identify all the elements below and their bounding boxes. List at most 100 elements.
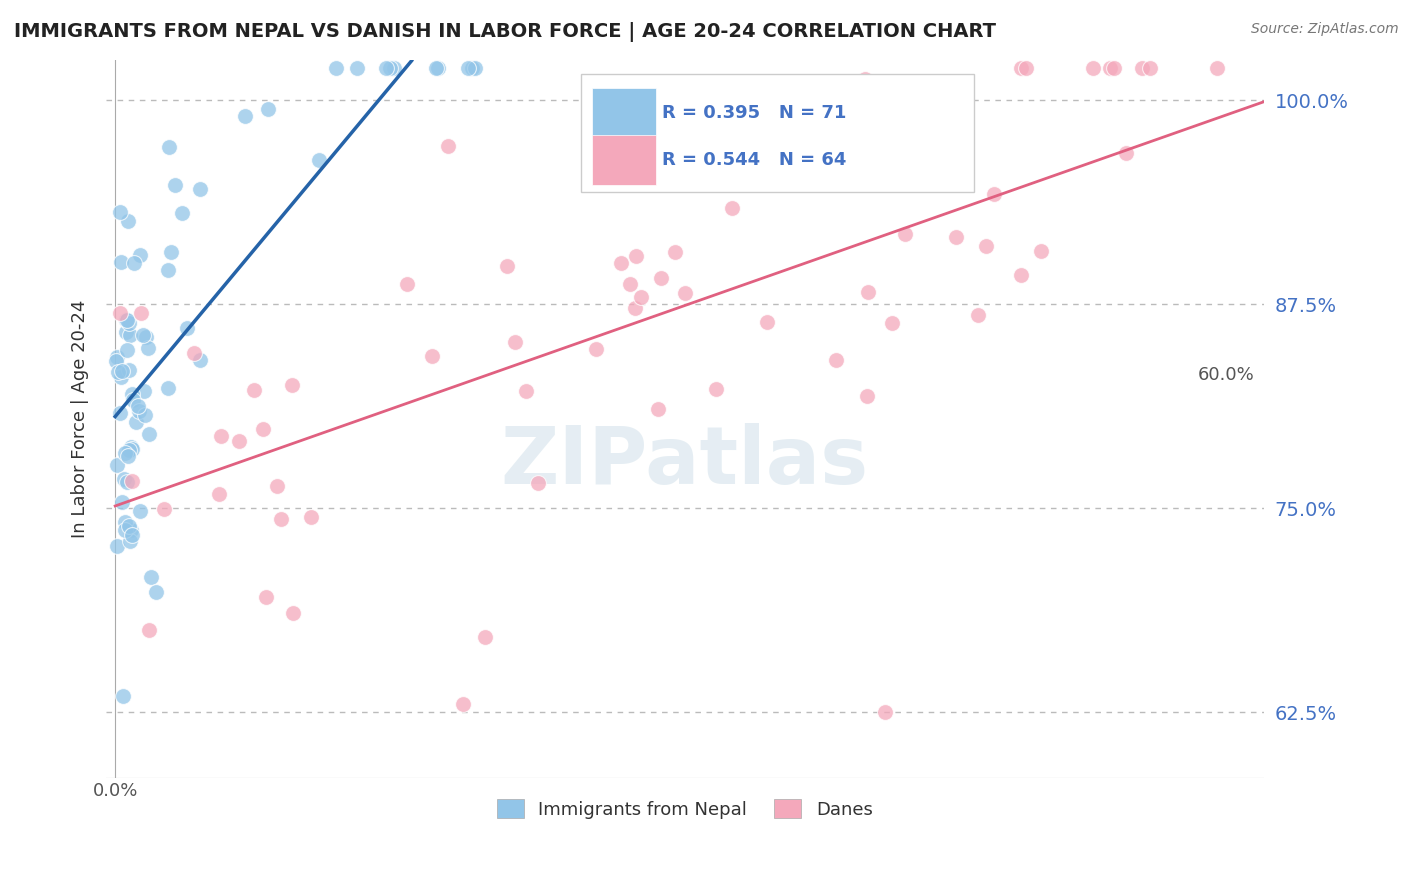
Point xyxy=(114,524,136,538)
Point xyxy=(460,61,482,75)
Point xyxy=(917,152,939,166)
Point xyxy=(122,255,145,269)
Point xyxy=(108,406,131,420)
Point xyxy=(134,409,156,423)
Point xyxy=(706,382,728,396)
Point xyxy=(609,256,631,270)
Point xyxy=(105,350,128,364)
Point xyxy=(115,313,138,327)
Point xyxy=(110,254,132,268)
Point xyxy=(163,178,186,193)
Point xyxy=(132,328,155,343)
Point xyxy=(188,352,211,367)
Point xyxy=(257,102,280,116)
Point xyxy=(673,101,696,115)
Legend: Immigrants from Nepal, Danes: Immigrants from Nepal, Danes xyxy=(489,792,880,826)
Point xyxy=(824,353,846,368)
Point xyxy=(121,393,143,408)
Point xyxy=(382,61,405,75)
Point xyxy=(128,404,150,418)
Point xyxy=(1115,145,1137,160)
Point xyxy=(228,434,250,448)
FancyBboxPatch shape xyxy=(581,74,974,193)
Point xyxy=(1139,61,1161,75)
Point xyxy=(121,386,143,401)
Point xyxy=(396,277,419,292)
Point xyxy=(170,206,193,220)
Point xyxy=(856,285,879,299)
Point xyxy=(299,509,322,524)
Point xyxy=(1206,61,1229,75)
Point xyxy=(121,442,143,456)
Point xyxy=(1031,244,1053,258)
Point xyxy=(145,584,167,599)
Point xyxy=(120,533,142,548)
Point xyxy=(209,428,232,442)
Point xyxy=(157,381,180,395)
Point xyxy=(114,446,136,460)
Point xyxy=(111,364,134,378)
Point xyxy=(1081,61,1104,75)
Point xyxy=(121,528,143,542)
Point xyxy=(132,384,155,398)
Point xyxy=(650,271,672,285)
Point xyxy=(129,504,152,518)
Text: IMMIGRANTS FROM NEPAL VS DANISH IN LABOR FORCE | AGE 20-24 CORRELATION CHART: IMMIGRANTS FROM NEPAL VS DANISH IN LABOR… xyxy=(14,22,995,42)
Point xyxy=(495,260,517,274)
Point xyxy=(426,61,449,75)
Point xyxy=(118,328,141,343)
Point xyxy=(974,239,997,253)
FancyBboxPatch shape xyxy=(592,88,655,138)
Point xyxy=(104,354,127,368)
Point xyxy=(117,363,139,377)
Point xyxy=(378,61,401,75)
Point xyxy=(141,570,163,584)
Point xyxy=(325,61,347,75)
Point xyxy=(853,72,876,87)
Point xyxy=(374,61,396,75)
Y-axis label: In Labor Force | Age 20-24: In Labor Force | Age 20-24 xyxy=(72,300,89,538)
Point xyxy=(114,325,136,339)
Point xyxy=(107,365,129,379)
Point xyxy=(128,247,150,261)
Text: ZIPatlas: ZIPatlas xyxy=(501,423,869,500)
Point xyxy=(118,518,141,533)
Point xyxy=(647,402,669,417)
Point xyxy=(254,591,277,605)
Point xyxy=(894,227,917,242)
Point xyxy=(1130,61,1153,75)
Point xyxy=(882,317,904,331)
Point xyxy=(115,343,138,357)
Point xyxy=(270,512,292,526)
Point xyxy=(1102,61,1125,75)
Point xyxy=(308,153,330,167)
Point xyxy=(1015,61,1038,75)
Point xyxy=(756,315,779,329)
Point xyxy=(425,61,447,75)
Point xyxy=(176,320,198,334)
Point xyxy=(713,161,735,176)
Point xyxy=(983,186,1005,201)
Point xyxy=(114,515,136,529)
Point xyxy=(129,306,152,320)
Point xyxy=(233,109,256,123)
Point xyxy=(117,475,139,490)
Point xyxy=(515,384,537,398)
Point xyxy=(464,61,486,75)
Point xyxy=(451,697,474,711)
Point xyxy=(527,475,550,490)
Point xyxy=(673,285,696,300)
Point xyxy=(118,442,141,457)
Point xyxy=(121,474,143,488)
Point xyxy=(117,449,139,463)
FancyBboxPatch shape xyxy=(592,135,655,186)
Point xyxy=(630,290,652,304)
Text: R = 0.544   N = 64: R = 0.544 N = 64 xyxy=(662,151,846,169)
Point xyxy=(111,689,134,703)
Point xyxy=(266,479,288,493)
Point xyxy=(474,630,496,644)
Point xyxy=(153,502,176,516)
Point xyxy=(105,539,128,553)
Point xyxy=(437,139,460,153)
Point xyxy=(1010,61,1032,75)
